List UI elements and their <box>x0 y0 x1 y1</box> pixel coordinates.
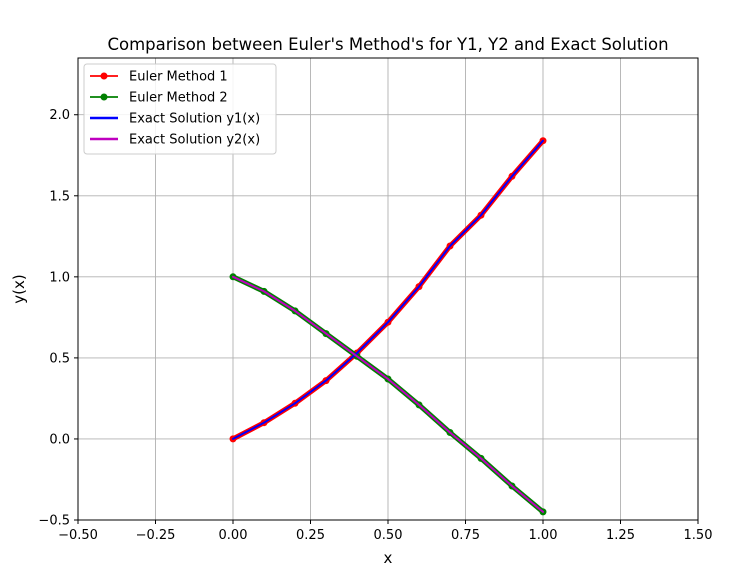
legend-marker <box>100 72 108 80</box>
x-tick-label: 1.25 <box>606 528 635 543</box>
y-tick-label: 0.0 <box>49 432 70 447</box>
x-tick-label: 0.50 <box>374 528 403 543</box>
y-tick-label: 1.5 <box>49 189 70 204</box>
x-tick-label: 0.25 <box>296 528 325 543</box>
legend-label: Exact Solution y2(x) <box>129 133 260 148</box>
series-line-exact-solution-y2-x <box>232 275 544 513</box>
x-tick-label: 0.00 <box>219 528 248 543</box>
x-tick-label: −0.50 <box>58 528 98 543</box>
x-axis-label: x <box>384 549 393 567</box>
legend: Euler Method 1 Euler Method 2 Exact Soluti… <box>83 63 277 155</box>
series-layer <box>229 137 547 516</box>
series-line-exact-solution-y1-x <box>232 139 544 440</box>
legend-label: Euler Method 2 <box>129 91 228 106</box>
y-axis-label: y(x) <box>10 274 28 303</box>
chart-title: Comparison between Euler's Method's for … <box>107 35 668 54</box>
legend-entry: Euler Method 1 <box>90 70 228 85</box>
y-tick-label: −0.5 <box>38 514 70 529</box>
legend-box <box>83 63 277 155</box>
legend-label: Exact Solution y1(x) <box>129 112 260 127</box>
legend-entry: Exact Solution y2(x) <box>90 133 260 148</box>
series-exact-solution-y1-x <box>232 139 544 440</box>
x-tick-label: −0.25 <box>136 528 176 543</box>
tick-layer: −0.50 −0.25 0.00 0.25 0.50 0.75 1.00 1.25 1.50 −0… <box>38 108 712 543</box>
series-exact-solution-y2-x <box>232 275 544 513</box>
y-tick-label: 2.0 <box>49 108 70 123</box>
x-tick-label: 0.75 <box>451 528 480 543</box>
legend-marker <box>100 93 108 101</box>
legend-label: Euler Method 1 <box>129 70 228 85</box>
legend-entry: Exact Solution y1(x) <box>90 112 260 127</box>
x-tick-label: 1.00 <box>529 528 558 543</box>
legend-entry: Euler Method 2 <box>90 91 228 106</box>
y-tick-label: 1.0 <box>49 270 70 285</box>
x-tick-label: 1.50 <box>684 528 713 543</box>
y-tick-label: 0.5 <box>49 351 70 366</box>
